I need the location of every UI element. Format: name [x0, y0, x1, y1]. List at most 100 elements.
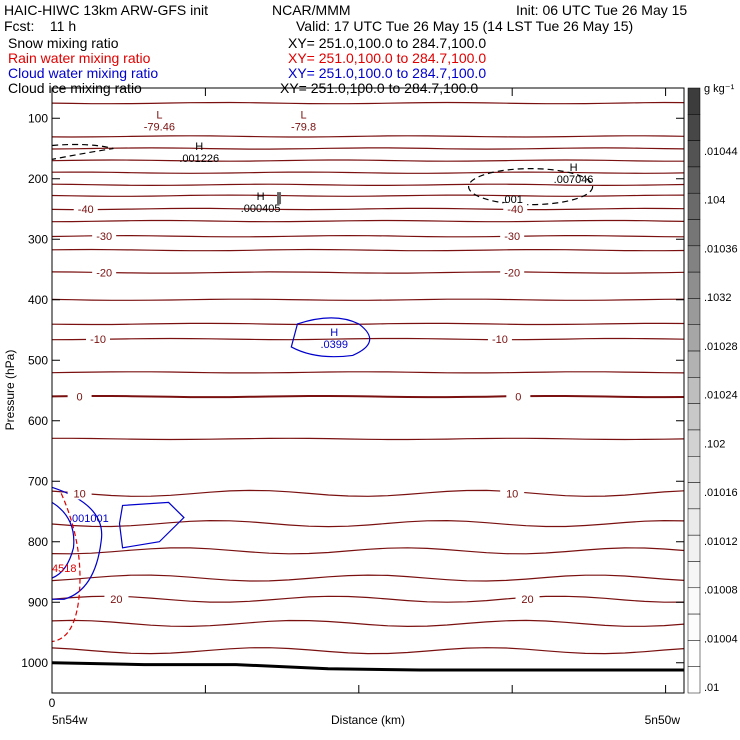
header-title-left: HAIC-HIWC 13km ARW-GFS init	[4, 2, 209, 18]
colorbar-label: .102	[704, 438, 725, 450]
temperature-contour-label: -10	[90, 334, 106, 346]
y-tick-label: 200	[28, 172, 48, 186]
cloud-water-contour	[118, 501, 185, 549]
colorbar-label: .104	[704, 195, 725, 207]
snow-contour	[51, 143, 114, 160]
y-tick-label: 400	[28, 293, 48, 307]
colorbar-label: .01016	[704, 487, 738, 499]
temperature-contour-label: 10	[506, 488, 518, 500]
contour-label-bg	[503, 203, 528, 215]
plot-frame	[51, 87, 685, 694]
contour-label-bg	[86, 333, 111, 346]
header-valid: Valid: 17 UTC Tue 26 May 15 (14 LST Tue …	[296, 18, 634, 34]
rain-water-contour	[51, 493, 81, 643]
contour-label-bg	[67, 487, 92, 500]
colorbar-cell	[687, 456, 701, 483]
contour-label-bg	[92, 266, 117, 279]
temperature-contour-line	[51, 489, 685, 497]
temperature-contour-label: 20	[521, 594, 533, 606]
surface-line	[51, 661, 684, 672]
y-tick-label: 300	[28, 232, 48, 246]
extremum-value: .000405	[241, 203, 281, 215]
temperature-contour-line	[51, 147, 685, 150]
extremum-value: .001226	[179, 153, 219, 165]
colorbar-label: .01004	[704, 633, 738, 645]
temperature-contour-line	[51, 171, 685, 174]
contour-label-bg	[506, 390, 531, 403]
extremum-value: .0399	[320, 339, 348, 351]
colorbar-cell	[687, 192, 701, 220]
y-tick-label: 100	[28, 111, 48, 125]
colorbar-label: .01012	[704, 536, 738, 548]
temperature-contour-line	[51, 337, 685, 341]
temperature-contour-label: -40	[507, 204, 523, 216]
colorbar-cell	[687, 219, 701, 247]
temperature-contour-line	[51, 519, 685, 528]
colorbar-cell	[687, 508, 701, 536]
cloud-ice-contour	[468, 168, 594, 206]
y-tick-label: 800	[28, 535, 48, 549]
colorbar-cell	[687, 561, 701, 589]
colorbar-label: .1032	[704, 292, 732, 304]
temperature-contour-label: -20	[504, 268, 520, 280]
colorbar-label: .01008	[704, 585, 738, 597]
x-tick-label: 0	[49, 696, 56, 710]
temperature-contour-line	[51, 194, 685, 197]
extremum-value: -79.8	[291, 121, 316, 133]
temperature-contour-line	[51, 207, 685, 211]
contour-label-bg	[500, 230, 525, 243]
y-tick-label: 500	[28, 353, 48, 367]
colorbar-cell	[687, 534, 701, 562]
temperature-contour-line	[51, 647, 685, 655]
header-fcst: Fcst: 11 h	[4, 18, 77, 34]
extremum-marker: H	[257, 191, 265, 203]
cloud-ice-cell	[277, 192, 282, 205]
colorbar-cell	[687, 245, 701, 273]
field-cloud-water-xy: XY= 251.0,100.0 to 284.7,100.0	[288, 65, 487, 81]
overlay-contour-label: .001	[501, 194, 522, 206]
temperature-contour-line	[51, 395, 685, 399]
temperature-contour-line	[51, 248, 685, 252]
colorbar-label: .01028	[704, 341, 738, 353]
y-tick-label: 1000	[21, 656, 48, 670]
field-rain-name: Rain water mixing ratio	[8, 50, 151, 66]
colorbar-cell	[687, 377, 701, 404]
colorbar-label: .01044	[704, 146, 738, 158]
colorbar-cell	[687, 640, 701, 667]
colorbar-cell	[687, 271, 701, 299]
colorbar-cell	[687, 324, 701, 352]
extremum-value: -79.46	[144, 121, 175, 133]
temperature-contour-label: 20	[110, 594, 122, 606]
contour-label-bg	[515, 593, 540, 606]
contour-label-bg	[104, 593, 129, 606]
temperature-contour-line	[51, 183, 685, 187]
temperature-contour-line	[51, 547, 685, 555]
temperature-contour-line	[51, 298, 685, 301]
temperature-contour-line	[51, 101, 685, 105]
extremum-marker: H	[195, 141, 203, 153]
contour-label-bg	[500, 266, 525, 279]
temperature-contour-label: 0	[77, 392, 83, 404]
temperature-contour-line	[51, 159, 684, 162]
overlay-contour-label: .001001	[69, 513, 109, 525]
colorbar-cell	[687, 482, 701, 510]
colorbar-label: .01024	[704, 390, 738, 402]
colorbar-cell	[687, 429, 701, 457]
temperature-contour-line	[52, 437, 685, 441]
temperature-contour-line	[51, 371, 685, 374]
temperature-contour-label: -40	[78, 204, 94, 216]
colorbar-label: .01036	[704, 243, 738, 255]
extremum-marker: L	[156, 109, 162, 121]
colorbar-cell	[687, 587, 701, 615]
field-rain-xy: XY= 251.0,100.0 to 284.7,100.0	[288, 50, 487, 66]
x-axis-title: Distance (km)	[331, 713, 405, 727]
x-endpoint-right: 5n50w	[645, 713, 681, 727]
extremum-marker: H	[330, 327, 338, 339]
cloud-water-contour	[51, 486, 103, 600]
colorbar-unit: g kg⁻¹	[704, 83, 735, 95]
temperature-contour-line	[51, 322, 685, 326]
temperature-contour-line	[51, 271, 685, 274]
colorbar-cell	[687, 166, 701, 194]
colorbar-cell	[687, 666, 701, 694]
